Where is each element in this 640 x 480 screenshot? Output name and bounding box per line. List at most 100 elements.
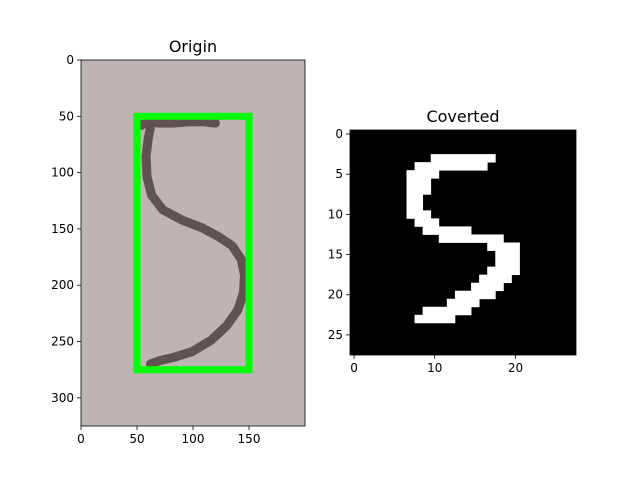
1-xtick-label: 10	[427, 361, 442, 375]
converted-pixel	[414, 178, 424, 187]
converted-pixel	[414, 186, 424, 195]
converted-pixel	[463, 298, 472, 308]
converted-pixel	[495, 266, 504, 276]
converted-pixel	[487, 274, 496, 284]
converted-pixel	[471, 282, 480, 292]
converted-pixel	[446, 226, 456, 235]
converted-panel: Coverted 0 10 20 0 5 10 15 20 25	[328, 107, 577, 375]
converted-pixel	[406, 210, 415, 219]
0-ytick-label: 200	[51, 278, 74, 292]
converted-pixel	[422, 226, 432, 235]
converted-pixel	[430, 154, 440, 163]
converted-pixel	[471, 290, 480, 300]
converted-pixel	[463, 226, 472, 235]
1-axes-frame	[349, 129, 577, 356]
converted-pixel	[454, 154, 464, 163]
converted-pixel	[430, 306, 440, 316]
converted-pixel	[422, 170, 432, 179]
1-title: Coverted	[426, 107, 499, 126]
converted-pixel	[503, 258, 512, 268]
converted-pixel	[406, 202, 415, 211]
converted-pixel	[438, 306, 448, 316]
converted-pixel	[438, 154, 448, 163]
converted-pixel	[414, 162, 424, 171]
converted-pixel	[495, 258, 504, 268]
converted-pixel	[446, 298, 456, 308]
converted-pixel	[446, 154, 456, 163]
converted-pixel	[438, 314, 448, 324]
0-xtick-label: 100	[182, 432, 205, 446]
converted-pixel	[463, 290, 472, 300]
converted-pixel	[487, 282, 496, 292]
converted-pixel	[487, 290, 496, 300]
converted-pixel	[479, 162, 488, 171]
converted-pixel	[454, 234, 464, 243]
converted-pixel	[454, 298, 464, 308]
converted-pixel	[463, 154, 472, 163]
0-xtick-label: 0	[77, 432, 85, 446]
converted-pixel	[479, 282, 488, 292]
converted-pixel	[430, 314, 440, 324]
converted-pixel	[511, 242, 520, 251]
1-ytick-label: 20	[328, 288, 343, 302]
1-ytick-label: 25	[328, 328, 343, 342]
converted-pixel	[430, 218, 440, 227]
converted-pixel	[471, 298, 480, 308]
1-ytick-label: 5	[335, 167, 343, 181]
1-ytick-label: 0	[335, 127, 343, 141]
converted-pixel	[454, 162, 464, 171]
converted-pixel	[414, 210, 424, 219]
converted-pixel	[454, 290, 464, 300]
converted-pixel	[495, 234, 504, 243]
converted-pixel	[487, 242, 496, 251]
converted-pixel	[479, 154, 488, 163]
converted-pixel	[414, 218, 424, 227]
0-ytick-label: 150	[51, 222, 74, 236]
converted-pixel	[430, 162, 440, 171]
converted-pixel	[487, 234, 496, 243]
converted-pixel	[511, 250, 520, 259]
converted-pixel	[479, 234, 488, 243]
converted-pixel	[446, 234, 456, 243]
origin-digit-stroke	[141, 123, 249, 369]
converted-pixel	[430, 226, 440, 235]
converted-pixel	[422, 186, 432, 195]
origin-digit-stroke	[137, 117, 220, 130]
converted-pixel	[463, 162, 472, 171]
converted-pixel	[479, 290, 488, 300]
converted-pixel	[471, 154, 480, 163]
0-title: Origin	[169, 37, 217, 56]
converted-pixel	[446, 314, 456, 324]
0-axes-frame	[80, 59, 306, 427]
converted-pixel	[406, 178, 415, 187]
converted-pixel	[422, 210, 432, 219]
converted-pixel	[438, 234, 448, 243]
converted-pixel	[503, 274, 512, 284]
1-xtick-label: 20	[508, 361, 523, 375]
converted-pixel	[471, 162, 480, 171]
origin-panel: Origin 0 50 100 150 0 50 100 150 200 250 300	[51, 37, 306, 446]
converted-pixel	[446, 306, 456, 316]
converted-pixel	[511, 266, 520, 276]
0-ytick-label: 50	[59, 109, 74, 123]
0-ytick-label: 250	[51, 335, 74, 349]
converted-pixel	[463, 234, 472, 243]
0-xtick-label: 150	[238, 432, 261, 446]
converted-pixel	[406, 170, 415, 179]
converted-pixel	[422, 306, 432, 316]
converted-pixel	[414, 170, 424, 179]
0-ytick-label: 300	[51, 391, 74, 405]
converted-pixel	[511, 258, 520, 268]
converted-pixel	[414, 314, 424, 324]
0-xtick-label: 50	[129, 432, 144, 446]
converted-pixel	[487, 154, 496, 163]
converted-pixel	[479, 274, 488, 284]
0-ytick-label: 0	[66, 53, 74, 67]
1-ytick-label: 15	[328, 248, 343, 262]
converted-pixel	[422, 162, 432, 171]
origin-bounding-box	[133, 112, 253, 374]
converted-pixel	[446, 162, 456, 171]
converted-pixel	[422, 314, 432, 324]
converted-pixel	[487, 266, 496, 276]
